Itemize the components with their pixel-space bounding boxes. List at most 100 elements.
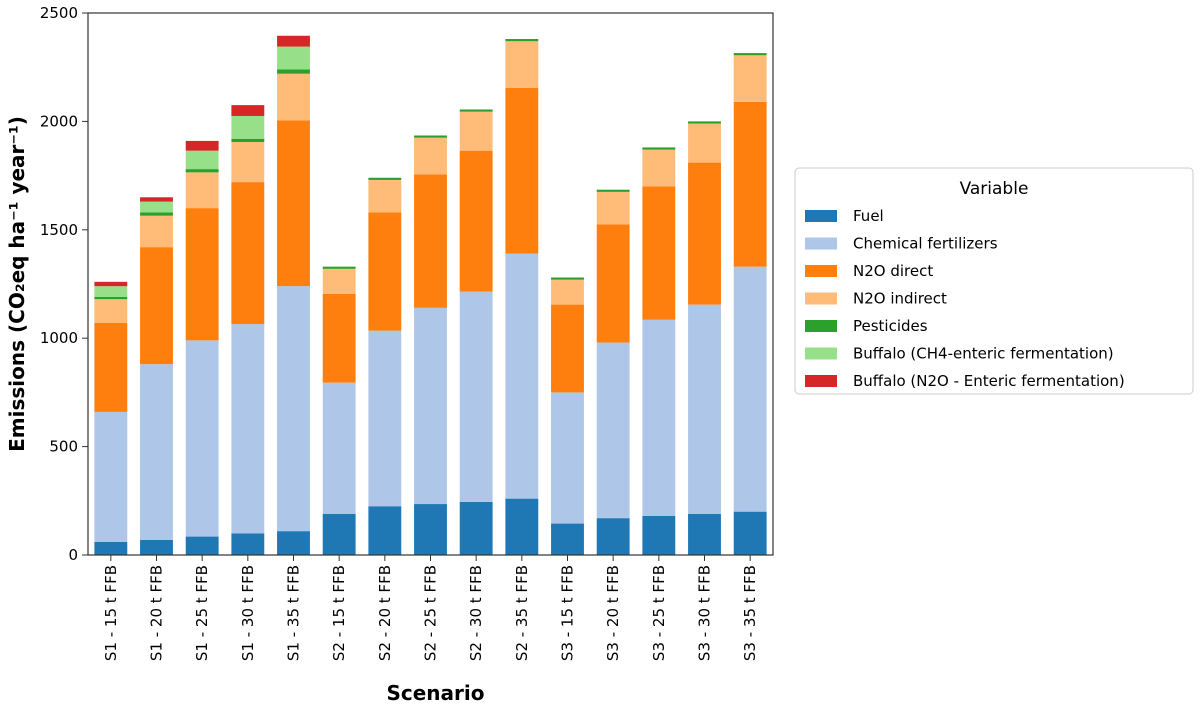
bar-segment-12-series-1 (596, 518, 630, 555)
x-tick-label: S3 - 35 t FFB (741, 565, 759, 661)
bar-segment-14-series-1 (688, 513, 721, 555)
bar-segment-8-series-1 (414, 504, 447, 555)
bar-segment-5-series-3 (277, 120, 310, 287)
legend-label: N2O direct (853, 262, 933, 280)
x-axis: S1 - 15 t FFB S1 - 20 t FFB S1 - 25 t FFB S… (102, 555, 759, 661)
bar-segment-7-series-2 (368, 330, 402, 507)
bar-segment-5-series-6 (277, 46, 310, 70)
bar-segment-6-series-5 (322, 266, 356, 269)
bar-segment-13-series-4 (642, 149, 676, 187)
bar-segment-2-series-2 (140, 364, 173, 540)
bar-segment-6-series-1 (322, 513, 356, 555)
x-tick-label: S1 - 30 t FFB (239, 565, 257, 661)
y-axis-title: Emissions (CO₂eq ha⁻¹ year⁻¹) (5, 116, 29, 452)
bar-segment-10-series-2 (505, 253, 539, 499)
x-tick-label: S2 - 25 t FFB (422, 565, 440, 661)
x-tick-label: S2 - 20 t FFB (376, 565, 394, 661)
bar-segment-12-series-2 (596, 342, 630, 519)
bar-segment-13-series-2 (642, 319, 676, 516)
bar-segment-1-series-5 (94, 297, 128, 300)
bar-segment-10-series-3 (505, 87, 539, 254)
x-tick-label: S1 - 15 t FFB (102, 565, 120, 661)
bar-segment-1-series-4 (94, 299, 128, 324)
x-tick-label: S2 - 15 t FFB (330, 565, 348, 661)
bar-segment-1-series-7 (94, 281, 128, 287)
bar-segment-5-series-2 (277, 286, 310, 532)
legend-swatch (805, 347, 837, 360)
bar-segment-1-series-1 (94, 541, 128, 555)
bar-segment-13-series-3 (642, 186, 676, 320)
bar-segment-3-series-7 (185, 140, 219, 151)
bar-segment-11-series-5 (551, 277, 584, 280)
y-tick-label: 2500 (40, 4, 78, 22)
y-tick-label: 1000 (40, 329, 78, 347)
bar-segment-3-series-2 (185, 340, 219, 537)
bar-segment-9-series-4 (459, 111, 493, 151)
bar-segment-3-series-1 (185, 536, 219, 555)
bar-segment-4-series-1 (231, 533, 265, 555)
bar-segment-7-series-3 (368, 212, 402, 331)
x-tick-label: S2 - 30 t FFB (467, 565, 485, 661)
bar-segment-2-series-1 (140, 539, 173, 555)
bar-segment-14-series-3 (688, 162, 721, 305)
bar-segment-10-series-4 (505, 41, 539, 88)
bar-segment-4-series-5 (231, 138, 265, 142)
bar-segment-7-series-4 (368, 179, 402, 213)
y-tick-label: 1500 (40, 221, 78, 239)
bar-segment-14-series-5 (688, 121, 721, 124)
bar-segment-7-series-5 (368, 177, 402, 180)
bar-segment-9-series-3 (459, 150, 493, 292)
bar-segment-15-series-4 (733, 55, 767, 102)
bar-segment-5-series-1 (277, 531, 310, 555)
bar-segment-11-series-2 (551, 392, 584, 524)
bar-segment-4-series-2 (231, 324, 265, 534)
bar-segment-2-series-3 (140, 247, 173, 365)
bar-segment-1-series-6 (94, 286, 128, 298)
bar-segment-2-series-6 (140, 201, 173, 213)
bar-segment-1-series-2 (94, 411, 128, 542)
x-tick-label: S3 - 30 t FFB (696, 565, 714, 661)
legend-swatch (805, 375, 837, 387)
bar-segment-10-series-5 (505, 39, 539, 42)
bar-segment-12-series-5 (596, 189, 630, 192)
bar-segment-5-series-4 (277, 73, 310, 121)
x-axis-title: Scenario (386, 681, 484, 705)
bar-segment-4-series-7 (231, 105, 265, 116)
bar-segment-8-series-4 (414, 137, 447, 175)
bar-segment-2-series-5 (140, 212, 173, 216)
y-tick-label: 2000 (40, 112, 78, 130)
legend-swatch (805, 320, 837, 332)
bar-segment-3-series-4 (185, 172, 219, 209)
bar-segment-7-series-1 (368, 506, 402, 555)
bar-segment-3-series-3 (185, 208, 219, 341)
legend-label: N2O indirect (853, 290, 947, 308)
bar-segment-15-series-3 (733, 101, 767, 267)
bar-segment-9-series-5 (459, 109, 493, 112)
legend: Variable Fuel Chemical fertilizers N2O dir… (794, 167, 1194, 395)
bar-segment-6-series-4 (322, 268, 356, 294)
bar-segment-2-series-4 (140, 215, 173, 248)
bar-segment-8-series-3 (414, 174, 447, 308)
bar-segment-5-series-7 (277, 35, 310, 47)
x-tick-label: S2 - 35 t FFB (513, 565, 531, 661)
bar-segment-4-series-6 (231, 115, 265, 139)
x-tick-label: S3 - 20 t FFB (604, 565, 622, 661)
bar-segment-13-series-5 (642, 147, 676, 150)
bar-segment-11-series-4 (551, 279, 584, 305)
bar-segment-9-series-1 (459, 501, 493, 555)
legend-label: Chemical fertilizers (853, 235, 998, 253)
bar-segment-8-series-5 (414, 135, 447, 138)
bar-segment-12-series-4 (596, 191, 630, 225)
y-tick-label: 0 (68, 546, 78, 564)
bar-segment-4-series-3 (231, 182, 265, 325)
bar-segment-15-series-2 (733, 266, 767, 512)
bar-segment-6-series-3 (322, 293, 356, 383)
bar-segment-14-series-4 (688, 123, 721, 163)
bar-segment-3-series-5 (185, 169, 219, 173)
bar-segment-9-series-2 (459, 291, 493, 502)
bar-segment-11-series-3 (551, 304, 584, 393)
x-tick-label: S1 - 25 t FFB (193, 565, 211, 661)
bar-segment-1-series-3 (94, 323, 128, 412)
